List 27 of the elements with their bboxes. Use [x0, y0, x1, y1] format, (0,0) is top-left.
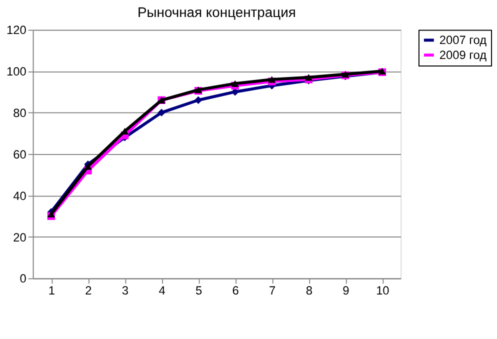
point — [268, 76, 276, 83]
x-tick-label: 5 — [195, 284, 202, 298]
point — [194, 96, 202, 104]
x-tick-label: 7 — [269, 284, 276, 298]
x-tick-label: 4 — [158, 284, 166, 298]
x-tick-label: 10 — [376, 284, 390, 298]
y-tick-label: 100 — [6, 64, 27, 79]
x-tick-label: 9 — [342, 284, 350, 298]
point — [231, 80, 239, 87]
y-tick-label: 20 — [13, 230, 27, 244]
point — [47, 210, 56, 218]
y-tick-label: 80 — [13, 106, 27, 120]
point — [158, 108, 166, 116]
legend-label: 2007 год — [439, 33, 487, 48]
point — [304, 74, 312, 81]
x-tick-label: 6 — [232, 284, 240, 298]
y-tick-label: 60 — [13, 147, 27, 162]
point — [84, 163, 92, 170]
y-tick-label: 40 — [13, 188, 27, 203]
chart-title: Рыночная концентрация — [137, 4, 296, 20]
x-tick-label: 1 — [48, 284, 56, 298]
y-tick-label: 0 — [20, 272, 27, 286]
x-tick-label: 3 — [122, 284, 129, 298]
x-tick-label: 2 — [85, 284, 92, 298]
legend-label: 2009 год — [439, 48, 487, 62]
x-tick-label: 8 — [306, 284, 313, 298]
y-tick-label: 120 — [6, 23, 27, 38]
